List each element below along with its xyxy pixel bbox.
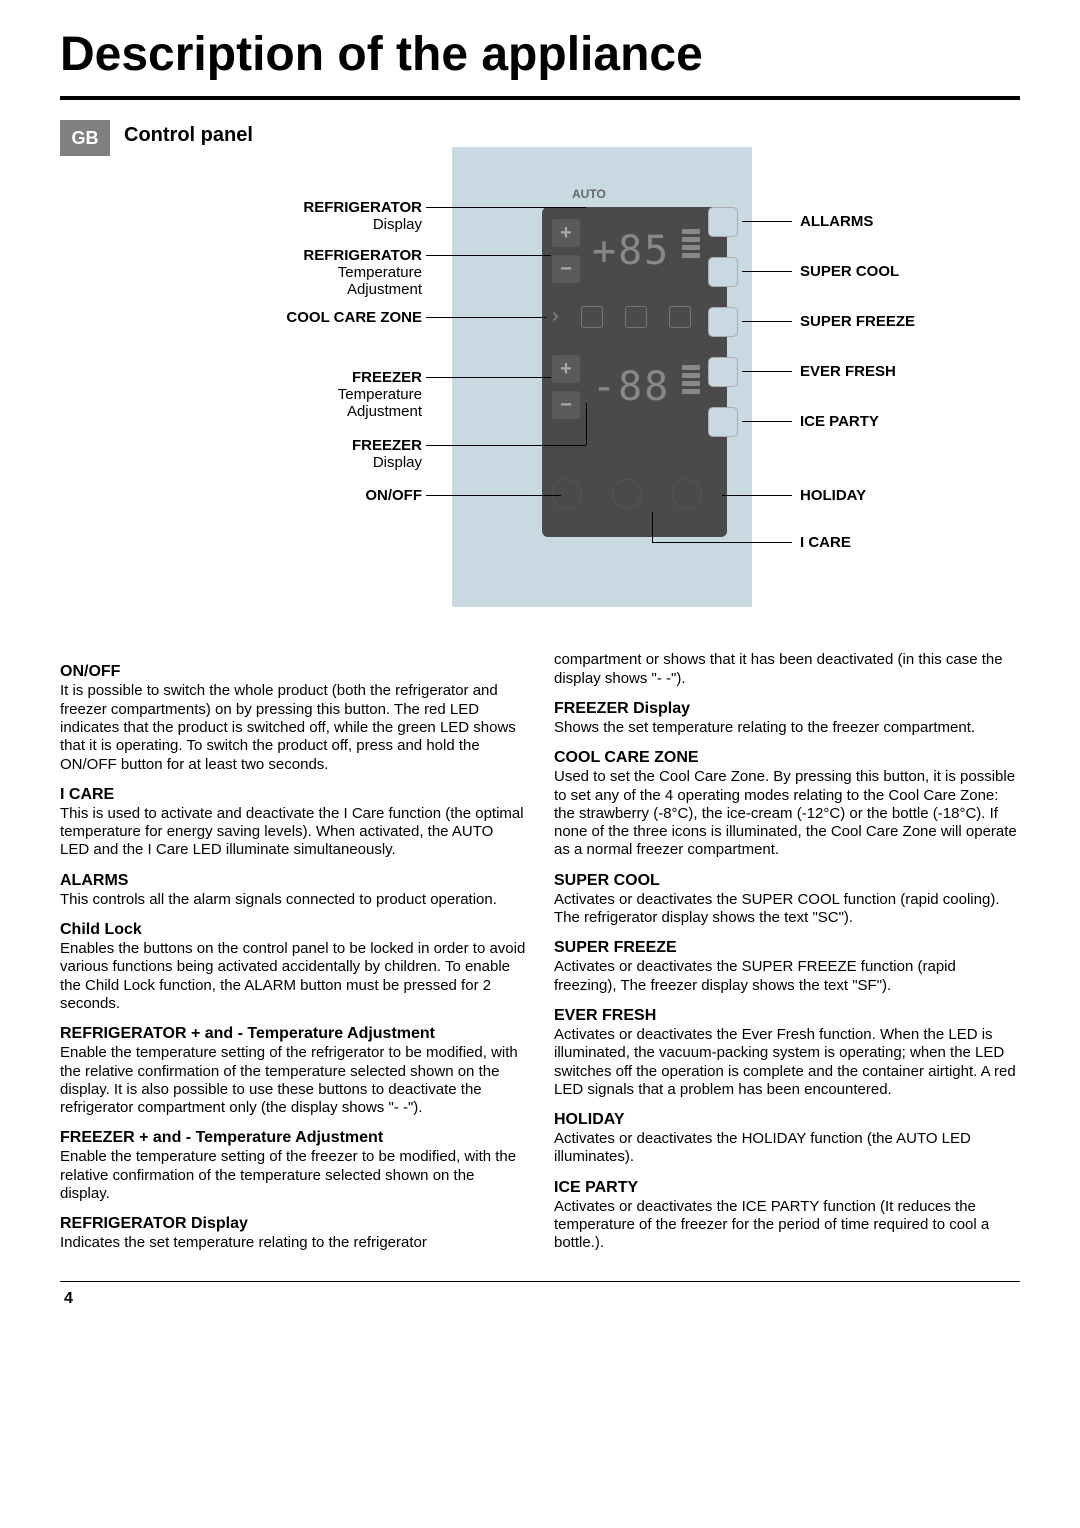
freezer-plus-button[interactable]: + xyxy=(552,355,580,383)
label-holiday: HOLIDAY xyxy=(800,487,866,504)
label-icare: I CARE xyxy=(800,534,851,551)
page-title: Description of the appliance xyxy=(60,30,1020,80)
freezer-minus-button[interactable]: − xyxy=(552,391,580,419)
label-refrigerator-display: REFRIGERATOR Display xyxy=(162,199,422,233)
leader-line xyxy=(722,495,792,496)
label-refrigerator-temp: REFRIGERATOR Temperature Adjustment xyxy=(162,247,422,298)
leader-line xyxy=(426,377,551,378)
leader-line xyxy=(742,321,792,322)
label-sub: Display xyxy=(162,216,422,233)
label-everfresh: EVER FRESH xyxy=(800,363,896,380)
icare-button[interactable] xyxy=(612,479,642,509)
strawberry-icon xyxy=(581,306,603,328)
label-freezer-temp: FREEZER Temperature Adjustment xyxy=(162,369,422,420)
leader-line xyxy=(652,512,653,542)
superfreeze-icon[interactable] xyxy=(708,307,738,337)
section-paragraph: Activates or deactivates the Ever Fresh … xyxy=(554,1026,1020,1099)
label-text: FREEZER xyxy=(352,369,422,386)
label-sub: Temperature Adjustment xyxy=(162,386,422,420)
section-paragraph: Indicates the set temperature relating t… xyxy=(60,1234,526,1252)
leader-line xyxy=(742,371,792,372)
section-paragraph: Shows the set temperature relating to th… xyxy=(554,719,1020,737)
fridge-display: +85 xyxy=(592,225,672,277)
section-paragraph: Activates or deactivates the SUPER COOL … xyxy=(554,891,1020,928)
section-paragraph: Activates or deactivates the ICE PARTY f… xyxy=(554,1198,1020,1253)
label-text: COOL CARE ZONE xyxy=(286,309,422,326)
section-paragraph: Enable the temperature setting of the re… xyxy=(60,1044,526,1117)
section-paragraph: Activates or deactivates the SUPER FREEZ… xyxy=(554,958,1020,995)
section-heading: SUPER FREEZE xyxy=(554,939,1020,957)
label-sub: Temperature Adjustment xyxy=(162,264,422,298)
section-heading: ALARMS xyxy=(60,872,526,890)
section-paragraph: Used to set the Cool Care Zone. By press… xyxy=(554,768,1020,859)
alarms-icon[interactable] xyxy=(708,207,738,237)
label-sub: Display xyxy=(162,454,422,471)
section-heading: FREEZER Display xyxy=(554,700,1020,718)
page-number: 4 xyxy=(64,1290,1020,1308)
leader-line xyxy=(742,271,792,272)
leader-line xyxy=(426,445,586,446)
leader-line xyxy=(742,421,792,422)
everfresh-icon[interactable] xyxy=(708,357,738,387)
leader-line xyxy=(426,207,586,208)
footer-rule xyxy=(60,1281,1020,1282)
language-badge: GB xyxy=(60,120,110,156)
label-iceparty: ICE PARTY xyxy=(800,413,879,430)
bottle-icon xyxy=(669,306,691,328)
leader-line xyxy=(652,542,792,543)
section-heading: ON/OFF xyxy=(60,663,526,681)
leader-line xyxy=(426,495,561,496)
supercool-icon[interactable] xyxy=(708,257,738,287)
fridge-level-bars xyxy=(682,229,700,258)
label-text: REFRIGERATOR xyxy=(303,199,422,216)
section-heading: REFRIGERATOR Display xyxy=(60,1215,526,1233)
holiday-button[interactable] xyxy=(672,479,702,509)
iceparty-icon[interactable] xyxy=(708,407,738,437)
section-heading: COOL CARE ZONE xyxy=(554,749,1020,767)
leader-line xyxy=(586,403,587,445)
label-text: ON/OFF xyxy=(365,487,422,504)
section-paragraph: This controls all the alarm signals conn… xyxy=(60,891,526,909)
label-onoff: ON/OFF xyxy=(162,487,422,504)
section-heading: Child Lock xyxy=(60,921,526,939)
leader-line xyxy=(426,255,551,256)
onoff-button[interactable] xyxy=(552,479,582,509)
section-heading: HOLIDAY xyxy=(554,1111,1020,1129)
section-heading: I CARE xyxy=(60,786,526,804)
leader-line xyxy=(742,221,792,222)
label-coolcare: COOL CARE ZONE xyxy=(162,309,422,326)
section-heading: ICE PARTY xyxy=(554,1179,1020,1197)
section-heading: SUPER COOL xyxy=(554,872,1020,890)
label-superfreeze: SUPER FREEZE xyxy=(800,313,915,330)
section-paragraph: Enables the buttons on the control panel… xyxy=(60,940,526,1013)
leader-line xyxy=(426,317,546,318)
subtitle-control-panel: Control panel xyxy=(124,124,1020,147)
control-panel-diagram: AUTO + − +85 › + − -88 xyxy=(162,147,982,627)
section-paragraph: Enable the temperature setting of the fr… xyxy=(60,1148,526,1203)
label-freezer-display: FREEZER Display xyxy=(162,437,422,471)
freezer-level-bars xyxy=(682,365,700,394)
section-heading: REFRIGERATOR + and - Temperature Adjustm… xyxy=(60,1025,526,1043)
section-paragraph: It is possible to switch the whole produ… xyxy=(60,682,526,773)
panel-bottom-buttons xyxy=(552,479,722,509)
freezer-display: -88 xyxy=(592,361,672,413)
section-paragraph: compartment or shows that it has been de… xyxy=(554,651,1020,688)
title-rule xyxy=(60,96,1020,100)
fridge-plus-button[interactable]: + xyxy=(552,219,580,247)
label-text: FREEZER xyxy=(352,437,422,454)
auto-label: AUTO xyxy=(572,187,606,201)
section-heading: EVER FRESH xyxy=(554,1007,1020,1025)
section-heading: FREEZER + and - Temperature Adjustment xyxy=(60,1129,526,1147)
label-supercool: SUPER COOL xyxy=(800,263,899,280)
fridge-minus-button[interactable]: − xyxy=(552,255,580,283)
label-allarms: ALLARMS xyxy=(800,213,873,230)
icecream-icon xyxy=(625,306,647,328)
label-text: REFRIGERATOR xyxy=(303,247,422,264)
section-paragraph: Activates or deactivates the HOLIDAY fun… xyxy=(554,1130,1020,1167)
cool-care-icon-row: › xyxy=(552,305,722,328)
section-paragraph: This is used to activate and deactivate … xyxy=(60,805,526,860)
